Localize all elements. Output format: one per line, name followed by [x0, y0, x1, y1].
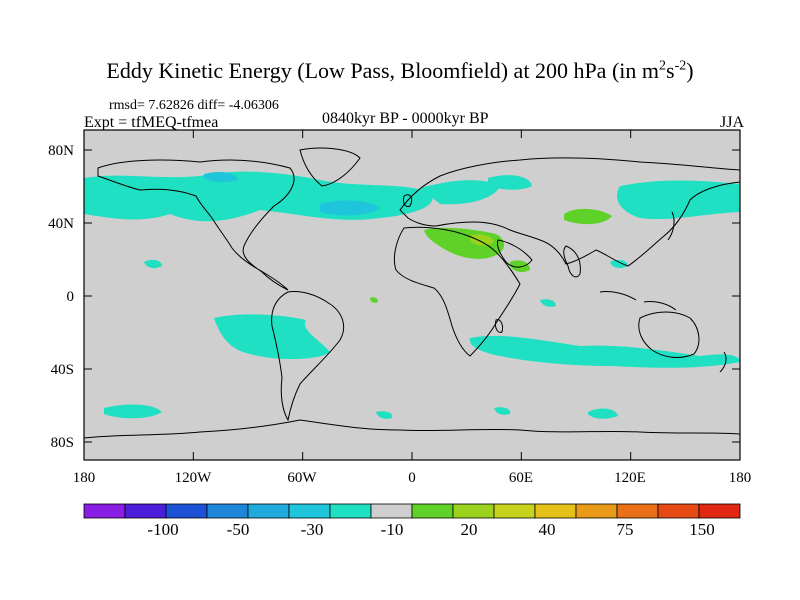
colorbar-label: 75: [616, 520, 634, 539]
colorbar-label: 20: [460, 520, 478, 539]
lon-label-180w: 180: [72, 470, 96, 486]
colorbar-box: [124, 503, 167, 519]
colorbar-label: -100: [147, 520, 179, 539]
moderate-positive-anomaly-regions: [470, 234, 494, 246]
rmsd-diff-stats: rmsd= 7.62826 diff= -4.06306: [109, 98, 279, 113]
experiment-label: Expt = tfMEQ-tfmea: [84, 114, 219, 131]
axis-ticks: [83, 130, 741, 460]
lat-label-80n: 80N: [48, 143, 74, 159]
map-field: [84, 130, 740, 460]
colorbar-box: [329, 503, 372, 519]
colorbar: [83, 503, 741, 519]
colorbar-box: [206, 503, 249, 519]
colorbar-label: -30: [300, 520, 324, 539]
period-label: 0840kyr BP - 0000kyr BP: [322, 110, 489, 127]
colorbar-box: [575, 503, 618, 519]
plot-title: Eddy Kinetic Energy (Low Pass, Bloomfiel…: [106, 58, 694, 83]
colorbar-box: [411, 503, 454, 519]
colorbar-box: [534, 503, 577, 519]
lon-label-120w: 120W: [174, 470, 212, 486]
lon-label-120e: 120E: [614, 470, 646, 486]
lon-label-180e: 180: [728, 470, 752, 486]
coastlines: [84, 147, 740, 439]
colorbar-label: 150: [689, 520, 715, 539]
lat-label-40s: 40S: [50, 362, 74, 378]
colorbar-label: 40: [538, 520, 556, 539]
colorbar-box: [247, 503, 290, 519]
colorbar-box: [452, 503, 495, 519]
moderate-negative-anomaly-regions: [204, 172, 380, 216]
season-label: JJA: [719, 114, 744, 131]
colorbar-box: [616, 503, 659, 519]
colorbar-box: [493, 503, 536, 519]
lat-label-0: 0: [66, 289, 75, 305]
colorbar-box: [657, 503, 700, 519]
lat-label-80s: 80S: [50, 435, 74, 451]
lat-label-40n: 40N: [48, 216, 74, 232]
colorbar-label: -10: [380, 520, 404, 539]
lon-label-60e: 60E: [508, 470, 534, 486]
lon-label-0: 0: [408, 470, 416, 486]
colorbar-box: [698, 503, 741, 519]
colorbar-box: [370, 503, 413, 519]
colorbar-box: [288, 503, 331, 519]
colorbar-label: -50: [226, 520, 250, 539]
colorbar-box: [165, 503, 208, 519]
lon-label-60w: 60W: [287, 470, 317, 486]
colorbar-box: [83, 503, 126, 519]
